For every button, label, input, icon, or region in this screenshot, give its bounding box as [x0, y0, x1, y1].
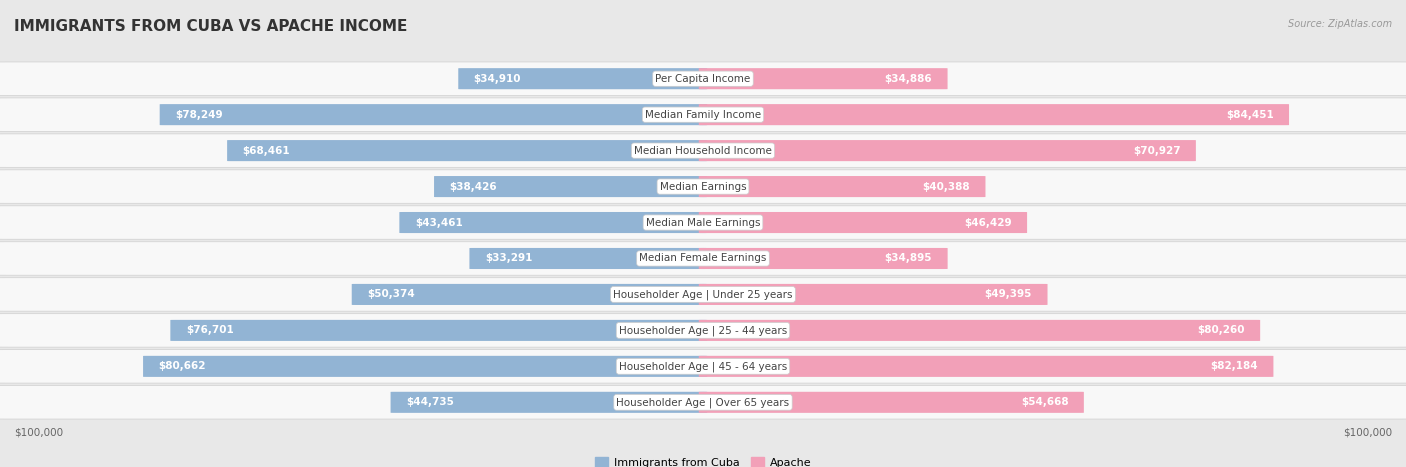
Text: Per Capita Income: Per Capita Income	[655, 74, 751, 84]
Text: $40,388: $40,388	[922, 182, 970, 191]
Text: $78,249: $78,249	[176, 110, 222, 120]
Text: $34,895: $34,895	[884, 254, 932, 263]
FancyBboxPatch shape	[399, 212, 707, 233]
Text: $34,910: $34,910	[474, 74, 522, 84]
FancyBboxPatch shape	[699, 320, 1260, 341]
FancyBboxPatch shape	[0, 386, 1406, 419]
Text: $84,451: $84,451	[1226, 110, 1274, 120]
Text: $38,426: $38,426	[450, 182, 498, 191]
Legend: Immigrants from Cuba, Apache: Immigrants from Cuba, Apache	[591, 453, 815, 467]
Text: Householder Age | 25 - 44 years: Householder Age | 25 - 44 years	[619, 325, 787, 336]
FancyBboxPatch shape	[458, 68, 707, 89]
FancyBboxPatch shape	[699, 248, 948, 269]
Text: $44,735: $44,735	[406, 397, 454, 407]
FancyBboxPatch shape	[470, 248, 707, 269]
FancyBboxPatch shape	[352, 284, 707, 305]
FancyBboxPatch shape	[0, 206, 1406, 239]
Text: Householder Age | 45 - 64 years: Householder Age | 45 - 64 years	[619, 361, 787, 372]
Text: $46,429: $46,429	[965, 218, 1012, 227]
Text: Median Female Earnings: Median Female Earnings	[640, 254, 766, 263]
FancyBboxPatch shape	[699, 284, 1047, 305]
FancyBboxPatch shape	[0, 98, 1406, 131]
Text: $100,000: $100,000	[1343, 427, 1392, 437]
Text: Median Family Income: Median Family Income	[645, 110, 761, 120]
FancyBboxPatch shape	[699, 104, 1289, 125]
Text: Source: ZipAtlas.com: Source: ZipAtlas.com	[1288, 19, 1392, 28]
FancyBboxPatch shape	[699, 140, 1197, 161]
FancyBboxPatch shape	[699, 392, 1084, 413]
Text: Median Household Income: Median Household Income	[634, 146, 772, 156]
FancyBboxPatch shape	[228, 140, 707, 161]
FancyBboxPatch shape	[143, 356, 707, 377]
Text: $50,374: $50,374	[367, 290, 415, 299]
Text: IMMIGRANTS FROM CUBA VS APACHE INCOME: IMMIGRANTS FROM CUBA VS APACHE INCOME	[14, 19, 408, 34]
Text: $76,701: $76,701	[186, 325, 233, 335]
Text: Median Earnings: Median Earnings	[659, 182, 747, 191]
FancyBboxPatch shape	[0, 350, 1406, 383]
Text: $100,000: $100,000	[14, 427, 63, 437]
FancyBboxPatch shape	[699, 356, 1274, 377]
FancyBboxPatch shape	[0, 170, 1406, 203]
FancyBboxPatch shape	[699, 212, 1028, 233]
FancyBboxPatch shape	[0, 62, 1406, 95]
Text: $80,260: $80,260	[1197, 325, 1244, 335]
Text: $43,461: $43,461	[415, 218, 463, 227]
FancyBboxPatch shape	[0, 278, 1406, 311]
FancyBboxPatch shape	[699, 176, 986, 197]
Text: $68,461: $68,461	[243, 146, 290, 156]
Text: Householder Age | Over 65 years: Householder Age | Over 65 years	[616, 397, 790, 408]
Text: $33,291: $33,291	[485, 254, 533, 263]
Text: $34,886: $34,886	[884, 74, 932, 84]
Text: $82,184: $82,184	[1211, 361, 1258, 371]
Text: Median Male Earnings: Median Male Earnings	[645, 218, 761, 227]
FancyBboxPatch shape	[0, 242, 1406, 275]
Text: $80,662: $80,662	[159, 361, 207, 371]
FancyBboxPatch shape	[160, 104, 707, 125]
FancyBboxPatch shape	[391, 392, 707, 413]
FancyBboxPatch shape	[434, 176, 707, 197]
Text: $49,395: $49,395	[984, 290, 1032, 299]
FancyBboxPatch shape	[0, 314, 1406, 347]
Text: Householder Age | Under 25 years: Householder Age | Under 25 years	[613, 289, 793, 300]
FancyBboxPatch shape	[699, 68, 948, 89]
FancyBboxPatch shape	[170, 320, 707, 341]
Text: $54,668: $54,668	[1021, 397, 1069, 407]
FancyBboxPatch shape	[0, 134, 1406, 167]
Text: $70,927: $70,927	[1133, 146, 1181, 156]
